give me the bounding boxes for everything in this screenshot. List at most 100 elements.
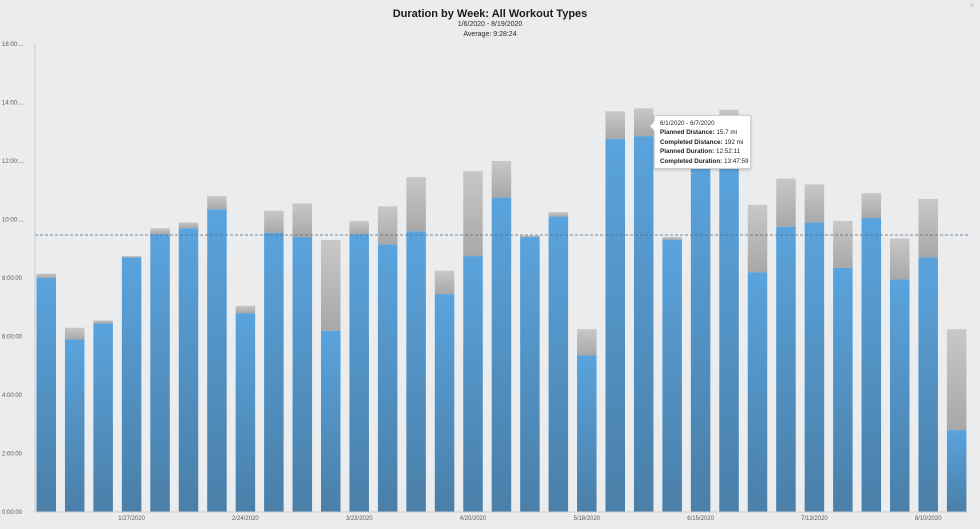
remaining-planned-segment[interactable] [633,108,654,137]
week-bar[interactable] [235,305,256,512]
week-bar[interactable] [491,161,512,512]
close-icon[interactable]: × [969,1,975,10]
completed-duration-bar[interactable] [207,209,227,512]
week-bar[interactable] [747,204,768,512]
completed-duration-bar[interactable] [804,222,825,513]
completed-duration-bar[interactable] [605,139,626,512]
week-bar[interactable] [178,222,199,512]
remaining-planned-segment[interactable] [93,320,113,324]
completed-duration-bar[interactable] [946,430,967,512]
week-bar[interactable] [207,196,227,512]
remaining-planned-segment[interactable] [918,199,938,258]
completed-duration-bar[interactable] [833,267,853,512]
completed-duration-bar[interactable] [406,231,426,512]
completed-duration-bar[interactable] [434,294,455,512]
week-bar[interactable] [64,327,85,512]
remaining-planned-segment[interactable] [804,184,825,223]
completed-duration-bar[interactable] [292,237,313,513]
remaining-planned-segment[interactable] [463,171,483,257]
week-bar[interactable] [93,320,113,512]
remaining-planned-segment[interactable] [833,220,853,268]
week-bar[interactable] [776,178,796,512]
week-bar[interactable] [833,220,853,512]
completed-duration-bar[interactable] [377,244,398,513]
week-bar[interactable] [36,273,57,512]
week-bar[interactable] [264,210,284,512]
week-bar[interactable] [406,177,426,512]
week-bar[interactable] [548,212,569,512]
completed-duration-bar[interactable] [890,279,910,512]
completed-duration-bar[interactable] [463,256,483,512]
completed-duration-bar[interactable] [150,234,170,512]
remaining-planned-segment[interactable] [577,329,597,356]
x-tick-label: 6/15/2020 [687,516,714,522]
week-bar[interactable] [150,228,170,512]
completed-duration-bar[interactable] [719,166,739,512]
y-tick-label: 10:00:... [2,218,24,224]
completed-duration-bar[interactable] [577,355,597,512]
week-bar[interactable] [719,109,739,512]
remaining-planned-segment[interactable] [491,161,512,198]
remaining-planned-segment[interactable] [861,193,882,219]
week-bar[interactable] [520,235,540,513]
completed-duration-bar[interactable] [520,237,540,513]
completed-duration-bar[interactable] [633,136,654,512]
completed-duration-bar[interactable] [321,330,341,512]
week-bar[interactable] [861,193,882,512]
completed-duration-bar[interactable] [548,216,569,512]
remaining-planned-segment[interactable] [121,256,142,258]
completed-duration-bar[interactable] [861,218,882,512]
remaining-planned-segment[interactable] [264,210,284,233]
remaining-planned-segment[interactable] [605,111,626,140]
remaining-planned-segment[interactable] [235,305,256,314]
remaining-planned-segment[interactable] [292,203,313,238]
completed-duration-bar[interactable] [776,226,796,512]
remaining-planned-segment[interactable] [150,228,170,235]
week-bar[interactable] [321,239,341,512]
completed-duration-bar[interactable] [264,232,284,512]
completed-duration-bar[interactable] [349,234,369,512]
week-bar[interactable] [292,203,313,513]
remaining-planned-segment[interactable] [890,238,910,280]
week-bar[interactable] [577,329,597,512]
week-bar[interactable] [690,163,711,513]
completed-duration-bar[interactable] [178,228,199,512]
week-bar[interactable] [463,171,483,512]
completed-duration-bar[interactable] [64,339,85,512]
completed-duration-bar[interactable] [690,163,711,513]
remaining-planned-segment[interactable] [520,235,540,238]
completed-duration-bar[interactable] [121,257,142,512]
completed-duration-bar[interactable] [918,257,938,512]
week-bar[interactable] [349,220,369,512]
remaining-planned-segment[interactable] [64,327,85,340]
remaining-planned-segment[interactable] [377,206,398,245]
remaining-planned-segment[interactable] [434,270,455,295]
remaining-planned-segment[interactable] [406,177,426,232]
completed-duration-bar[interactable] [36,278,57,512]
completed-duration-bar[interactable] [747,272,768,512]
remaining-planned-segment[interactable] [776,178,796,227]
remaining-planned-segment[interactable] [321,239,341,331]
week-bar[interactable] [377,206,398,513]
week-bar[interactable] [804,184,825,513]
completed-duration-bar[interactable] [93,323,113,512]
completed-duration-bar[interactable] [491,197,512,512]
completed-duration-bar[interactable] [662,239,682,512]
week-bar[interactable] [890,238,910,512]
remaining-planned-segment[interactable] [207,196,227,210]
week-bar[interactable] [918,199,938,512]
remaining-planned-segment[interactable] [349,220,369,235]
remaining-planned-segment[interactable] [747,204,768,273]
completed-duration-bar[interactable] [235,313,256,512]
remaining-planned-segment[interactable] [178,222,199,229]
week-bar[interactable] [662,237,682,512]
remaining-planned-segment[interactable] [36,273,57,278]
week-bar[interactable] [633,108,654,512]
week-bar[interactable] [434,270,455,512]
remaining-planned-segment[interactable] [662,237,682,240]
week-bar[interactable] [946,329,967,512]
week-bar[interactable] [605,111,626,512]
remaining-planned-segment[interactable] [548,212,569,217]
week-bar[interactable] [121,256,142,512]
remaining-planned-segment[interactable] [946,329,967,431]
